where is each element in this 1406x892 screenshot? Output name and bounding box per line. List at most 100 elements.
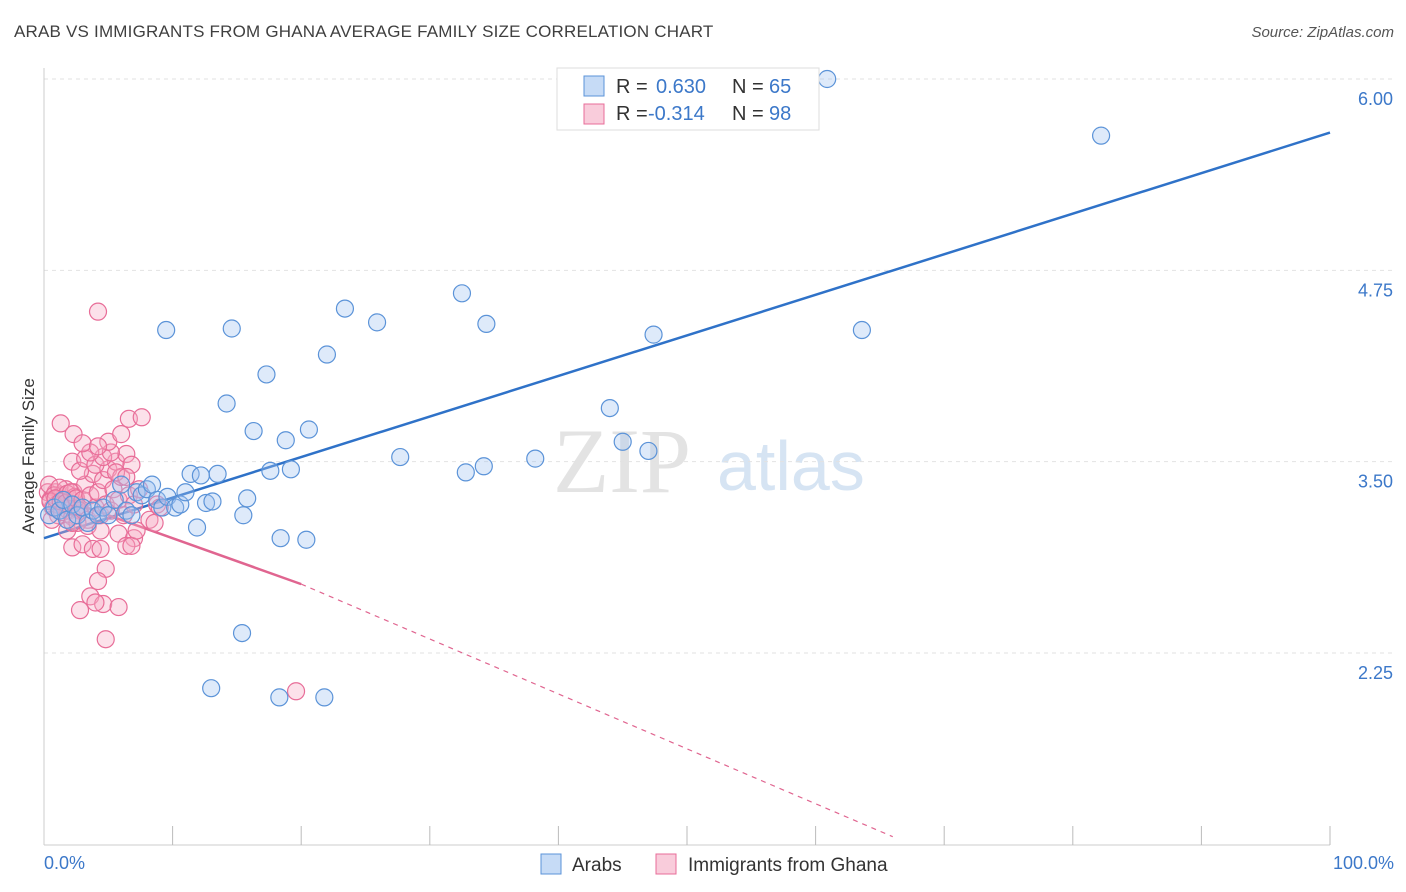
ghana-point — [286, 682, 306, 701]
arab-point — [196, 493, 216, 513]
legend-swatch-ghana — [583, 103, 605, 125]
arab-point — [474, 457, 493, 476]
arab-point — [238, 489, 257, 508]
grid-lines — [44, 78, 1394, 654]
axes — [43, 68, 1331, 846]
arab-point — [127, 483, 146, 502]
arab-point — [105, 490, 124, 510]
legend-n-label-arabs: N = — [732, 76, 764, 98]
correlation-legend: R = 0.630 N = 65 R = -0.314 N = 98 — [556, 67, 820, 131]
arab-point — [315, 688, 334, 707]
y-axis-title: Average Family Size — [19, 378, 38, 534]
arab-point — [281, 460, 301, 479]
arab-point — [54, 490, 73, 510]
arab-point — [208, 464, 227, 484]
arab-point — [203, 492, 222, 511]
ghana-point — [88, 571, 108, 591]
arab-point — [142, 475, 162, 494]
arab-point — [99, 506, 118, 525]
arab-point — [232, 624, 252, 643]
bottom-legend-swatch-arabs — [540, 853, 562, 875]
arab-point — [818, 69, 837, 89]
bottom-legend-swatch-ghana — [655, 853, 677, 875]
arab-point — [176, 483, 195, 502]
ghana-point — [117, 444, 136, 464]
arab-point — [187, 518, 207, 537]
arab-point — [202, 679, 221, 698]
legend-n-value-ghana: 98 — [769, 103, 791, 125]
legend-r-label-arabs: R = — [616, 76, 648, 98]
ghana-point — [63, 538, 82, 557]
ghana-point — [140, 510, 159, 529]
ghana-point — [145, 513, 164, 532]
arab-point — [261, 461, 280, 480]
arab-point — [157, 320, 176, 340]
watermark-atlas: atlas — [717, 427, 865, 505]
ghana-point — [51, 414, 70, 433]
y-tick-label: 4.75 — [1358, 280, 1393, 300]
legend-n-label-ghana: N = — [732, 103, 764, 125]
ghana-point — [88, 302, 108, 321]
x-tick-label-max: 100.0% — [1333, 853, 1394, 873]
ghana-point — [122, 536, 141, 555]
ghana-trend-extension — [300, 583, 893, 838]
ghana-point — [127, 521, 146, 540]
arab-point — [335, 299, 355, 318]
ghana-point — [86, 593, 105, 612]
arab-point — [234, 506, 253, 525]
arab-point — [271, 529, 290, 548]
legend-r-label-ghana: R = — [616, 103, 648, 125]
arab-point — [456, 463, 475, 482]
arab-point — [112, 475, 131, 494]
arab-point — [391, 447, 410, 467]
arab-point — [613, 432, 632, 451]
arab-point — [153, 498, 172, 517]
data-points — [38, 69, 1111, 707]
arab-point — [477, 314, 496, 334]
y-tick-labels: 2.25 3.50 4.75 6.00 — [1358, 89, 1393, 683]
ghana-point — [73, 434, 92, 453]
arab-point — [222, 319, 241, 338]
legend-swatch-arabs — [583, 75, 605, 97]
ghana-point — [94, 594, 113, 614]
bottom-legend-label-ghana: Immigrants from Ghana — [688, 855, 888, 876]
arab-point — [276, 431, 295, 450]
arab-point — [600, 398, 619, 418]
series-legend: Arabs Immigrants from Ghana — [540, 853, 888, 876]
y-tick-label: 3.50 — [1358, 472, 1393, 492]
legend-r-value-ghana: -0.314 — [648, 103, 705, 125]
chart-title: ARAB VS IMMIGRANTS FROM GHANA AVERAGE FA… — [14, 22, 714, 41]
legend-r-value-arabs: 0.630 — [656, 76, 706, 98]
ghana-point — [132, 408, 151, 427]
ghana-point — [96, 630, 115, 649]
watermark-zip: ZIP — [553, 410, 691, 512]
arab-point — [217, 394, 236, 413]
ghana-point — [91, 539, 110, 559]
x-tick-label-min: 0.0% — [44, 853, 85, 873]
ghana-point — [73, 535, 92, 554]
y-tick-label: 2.25 — [1358, 663, 1393, 683]
arab-point — [122, 506, 141, 525]
arab-point — [1091, 126, 1111, 145]
ghana-point — [117, 536, 136, 555]
arab-point — [299, 420, 319, 439]
ghana-point — [88, 437, 108, 456]
arab-point — [244, 421, 263, 441]
arab-point — [452, 284, 472, 303]
bottom-legend-label-arabs: Arabs — [572, 855, 622, 876]
y-tick-label: 6.00 — [1358, 89, 1393, 109]
ghana-point — [148, 495, 167, 514]
arab-point — [852, 320, 871, 340]
arab-point — [63, 495, 82, 514]
arab-point — [297, 530, 316, 549]
ghana-point — [112, 425, 131, 444]
ghana-point — [70, 601, 90, 620]
arab-point — [317, 345, 337, 364]
arab-point — [257, 365, 276, 384]
source-label: Source: ZipAtlas.com — [1251, 24, 1394, 41]
arab-point — [191, 466, 210, 485]
arab-point — [639, 441, 658, 461]
arab-trend-line — [43, 131, 1331, 540]
arab-point — [367, 313, 387, 332]
